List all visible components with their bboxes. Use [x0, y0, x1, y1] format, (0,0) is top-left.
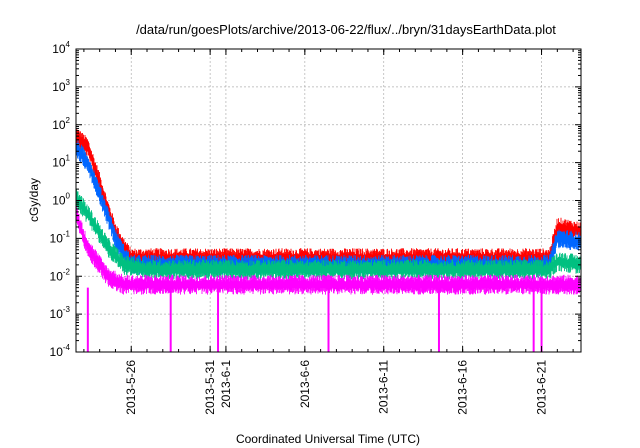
- series-line: [75, 197, 582, 271]
- series-1: [75, 128, 582, 269]
- y-tick-label: 103: [52, 78, 70, 94]
- y-tick-label: 10-1: [50, 229, 71, 245]
- x-tick-label: 2013-6-16: [456, 360, 470, 415]
- series-band: [75, 202, 582, 295]
- x-axis-label: Coordinated Universal Time (UTC): [236, 432, 420, 446]
- series-band: [75, 189, 582, 280]
- x-tick-label: 2013-5-26: [124, 360, 138, 415]
- y-axis: 10-4 10-3 10-2 10-1 100 101 102 103 104: [50, 40, 581, 359]
- plot-area: [75, 128, 582, 352]
- series-4: [75, 202, 582, 352]
- y-tick-label: 101: [52, 154, 70, 170]
- x-tick-label: 2013-6-6: [298, 360, 312, 408]
- y-axis-label: cGy/day: [27, 178, 41, 222]
- x-tick-label: 2013-6-1: [219, 360, 233, 408]
- series-line: [75, 147, 582, 266]
- y-tick-label: 10-2: [50, 267, 71, 283]
- y-tick-label: 104: [52, 40, 70, 56]
- chart-title: /data/run/goesPlots/archive/2013-06-22/f…: [136, 22, 556, 37]
- y-tick-label: 102: [52, 116, 70, 132]
- x-tick-label: 2013-6-21: [535, 360, 549, 415]
- series-3: [75, 189, 582, 280]
- y-tick-label: 10-3: [50, 305, 71, 321]
- series-line: [75, 211, 581, 286]
- y-tick-label: 10-4: [50, 343, 71, 359]
- series-band: [75, 128, 582, 269]
- x-tick-label: 2013-6-11: [377, 360, 391, 414]
- series-line: [75, 135, 582, 259]
- x-tick-label: 2013-5-31: [203, 360, 217, 415]
- x-axis: 2013-5-26 2013-5-31 2013-6-1 2013-6-6 2013-6…: [83, 49, 574, 415]
- y-tick-label: 100: [52, 192, 70, 208]
